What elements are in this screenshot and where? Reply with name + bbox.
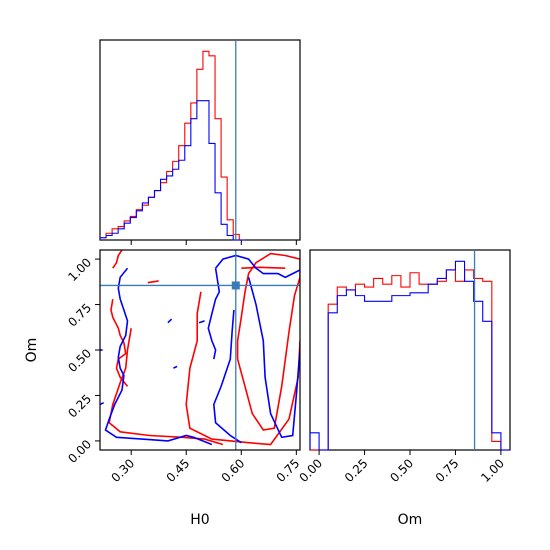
contour-red-2 [108,328,224,446]
truth-marker [231,281,240,290]
contour-red-6 [241,266,286,269]
om-xtick-label: 0.00 [296,456,325,485]
contour-blue-1 [212,309,242,444]
om-xtick-label: 0.75 [433,456,462,485]
h0-xtick-label: 0.75 [274,456,303,485]
om-histogram-blue [309,260,510,451]
om-ytick-label: 0.00 [65,437,94,466]
contour-frame [99,249,301,451]
h0-marginal-panel [99,39,301,241]
h0-histogram-blue [99,100,246,241]
om-xtick-label: 0.25 [342,456,371,485]
contour-blue-5 [100,401,105,406]
om-histogram-red [310,269,510,451]
contour-lines [100,250,300,450]
contours [100,250,300,450]
om-xtick-label: 0.50 [387,456,416,485]
contour-blue-7 [198,320,205,324]
contour-blue-3 [214,254,300,279]
om-ytick-label: 1.00 [65,255,94,284]
contour-blue-8 [173,365,178,369]
om-ytick-label: 0.25 [65,392,94,421]
x-axis-label-om: Om [398,512,423,528]
contour-blue-4 [104,267,213,446]
h0-histograms [99,40,246,241]
om-histograms [309,250,510,451]
om-xtick-label: 1.00 [478,456,507,485]
contour-blue-0 [247,277,300,439]
contour-red-5 [147,280,159,284]
om-marginal-panel [309,249,511,451]
h0-histogram-red [99,50,246,241]
om-ytick-label: 0.50 [65,346,94,375]
contour-blue-2 [207,268,221,360]
h0-marginal-frame [99,39,301,241]
om-ytick-label: 0.75 [65,301,94,330]
h0-xtick-label: 0.30 [109,456,138,485]
h0-xtick-label: 0.60 [219,456,248,485]
h0-om-contour-panel [99,249,301,451]
contour-red-0 [236,252,300,431]
y-axis-label-om: Om [24,338,40,363]
contour-red-1 [185,291,300,446]
contour-blue-9 [167,318,173,324]
x-axis-label-h0: H0 [190,512,209,528]
h0-xtick-label: 0.45 [164,456,193,485]
contour-red-3 [110,298,129,387]
contour-red-4 [112,250,123,269]
